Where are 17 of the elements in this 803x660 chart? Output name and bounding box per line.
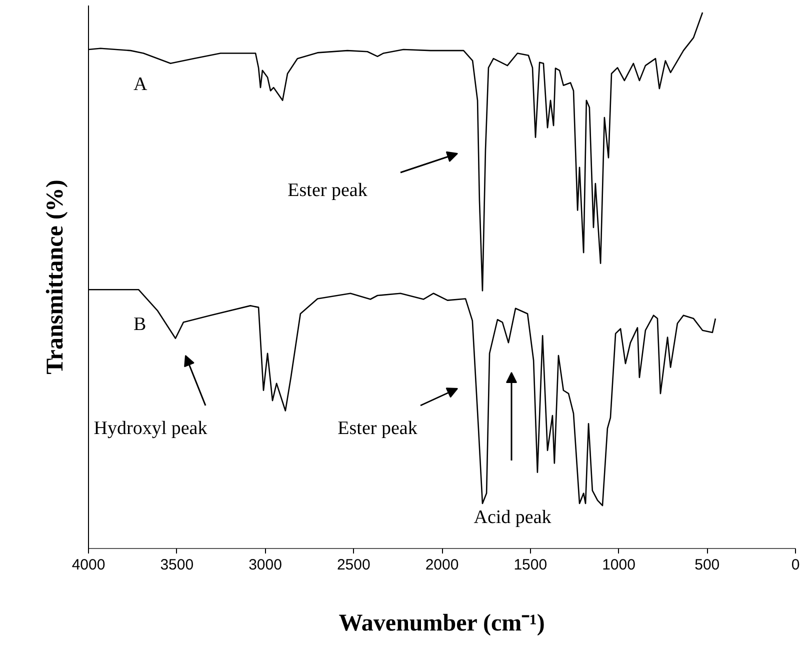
y-axis-title: Transmittance (%): [42, 180, 68, 374]
x-tick-label: 4000: [72, 556, 106, 574]
x-tick-label: 500: [694, 556, 720, 574]
annotation: Ester peak: [338, 418, 418, 439]
x-tick-label: 3000: [248, 556, 282, 574]
annotation: Ester peak: [288, 180, 368, 201]
x-tick-label: 2000: [425, 556, 459, 574]
series-label: A: [134, 74, 148, 95]
x-tick-label: 2500: [336, 556, 370, 574]
x-tick-label: 1000: [602, 556, 636, 574]
x-axis-title: Wavenumber (cm⁻¹): [338, 610, 545, 636]
x-tick-label: 3500: [160, 556, 194, 574]
annotation: Acid peak: [474, 507, 552, 528]
x-tick-label: 0: [791, 556, 800, 574]
x-tick-label: 1500: [514, 556, 548, 574]
series-label: B: [134, 314, 146, 336]
annotation: Hydroxyl peak: [94, 418, 208, 439]
